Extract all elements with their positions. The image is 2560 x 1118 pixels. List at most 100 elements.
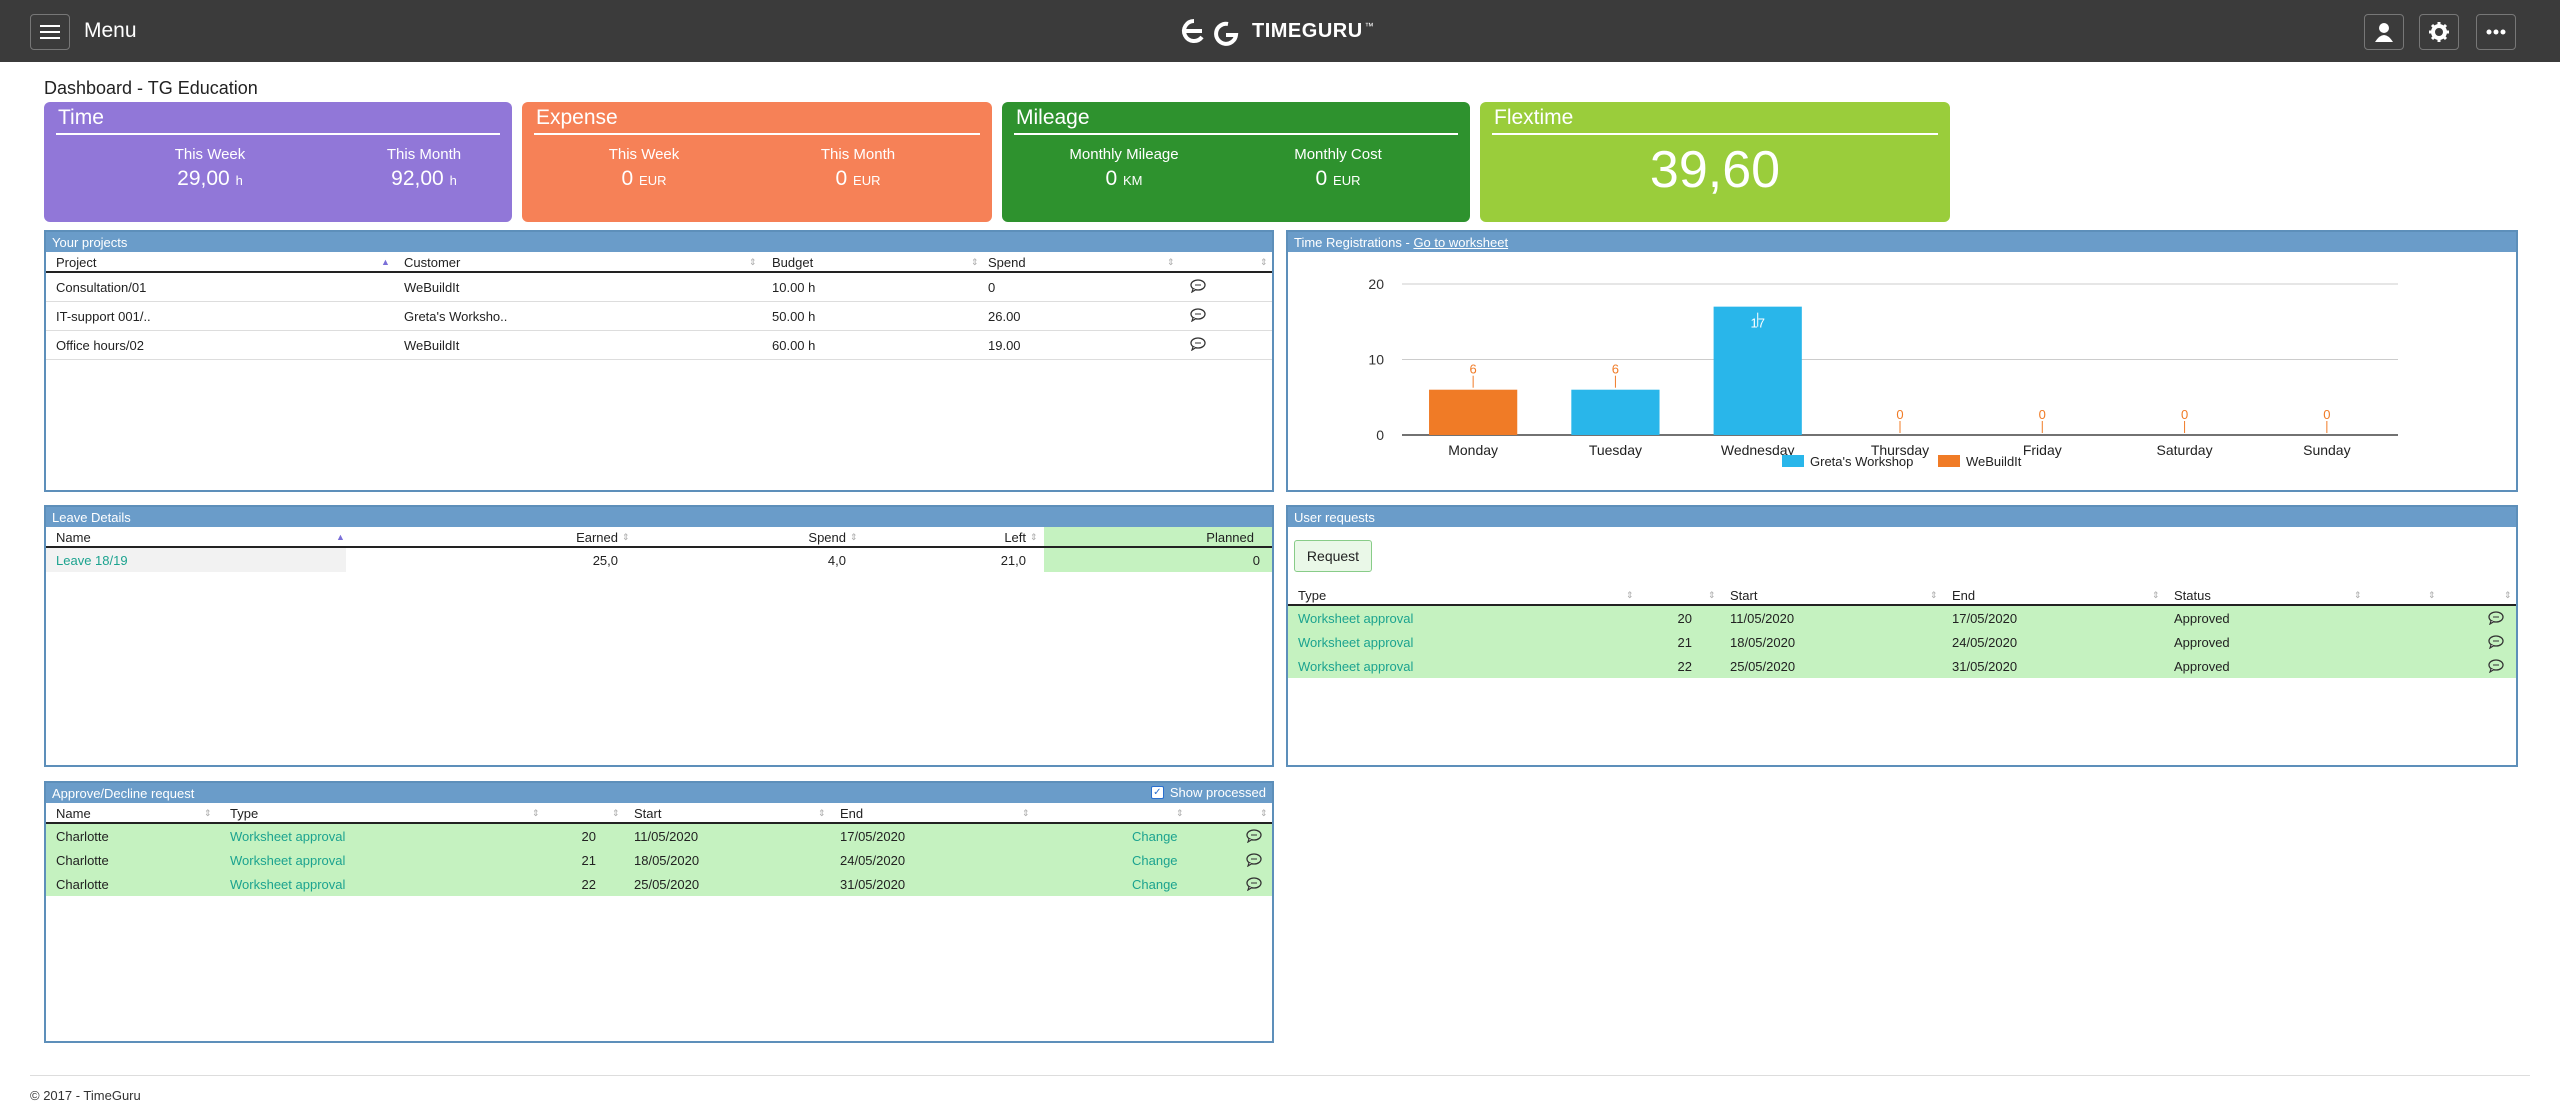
sort-icon[interactable]: ⇕ — [1930, 590, 1938, 600]
sort-icon[interactable]: ⇕ — [2428, 590, 2436, 600]
show-processed-toggle[interactable]: ✓ Show processed — [1150, 785, 1266, 800]
menu-button[interactable] — [30, 14, 70, 50]
sort-icon[interactable]: ⇕ — [532, 808, 540, 818]
column-header-start[interactable]: Start — [1730, 588, 1758, 603]
column-header-left[interactable]: Left — [1004, 530, 1026, 545]
mileage-card[interactable]: Mileage Monthly Mileage 0 KM Monthly Cos… — [1002, 102, 1470, 222]
comment-icon[interactable] — [1246, 877, 1262, 891]
column-header-end[interactable]: End — [1952, 588, 1976, 603]
request-type-link[interactable]: Worksheet approval — [230, 877, 346, 892]
sort-icon[interactable]: ⇕ — [850, 532, 858, 542]
leave-details-panel: Leave Details Name ▲ Earned ⇕ Spend ⇕ Le… — [44, 505, 1274, 767]
sort-icon[interactable]: ⇕ — [204, 808, 212, 818]
request-type-link[interactable]: Worksheet approval — [1298, 611, 1414, 626]
column-header-spend[interactable]: Spend — [808, 530, 846, 545]
customer-name: Greta's Worksho.. — [404, 309, 508, 324]
data-label: 6 — [1612, 362, 1619, 377]
column-header-spend[interactable]: Spend — [988, 255, 1026, 270]
projects-panel: Your projects Project ▲ Customer ⇕ Budge… — [44, 230, 1274, 492]
column-header-type[interactable]: Type — [1298, 588, 1327, 603]
data-label: 0 — [2323, 407, 2330, 422]
monthly-cost-stat: Monthly Cost 0 EUR — [1238, 146, 1438, 191]
column-header-name[interactable]: Name — [56, 806, 91, 821]
settings-button[interactable] — [2419, 14, 2459, 50]
sort-asc-icon[interactable]: ▲ — [381, 257, 390, 267]
sort-icon[interactable]: ⇕ — [749, 257, 757, 267]
table-row[interactable]: Consultation/01 WeBuildIt 10.00 h 0 — [46, 273, 1272, 302]
change-link[interactable]: Change — [1132, 829, 1178, 844]
table-row[interactable]: IT-support 001/.. Greta's Worksho.. 50.0… — [46, 302, 1272, 331]
show-processed-label[interactable]: Show processed — [1169, 785, 1266, 800]
sort-icon[interactable]: ⇕ — [2152, 590, 2160, 600]
comment-icon[interactable] — [1246, 829, 1262, 843]
sort-icon[interactable]: ⇕ — [2354, 590, 2362, 600]
table-row[interactable]: Charlotte Worksheet approval 21 18/05/20… — [46, 848, 1272, 872]
request-type-link[interactable]: Worksheet approval — [1298, 635, 1414, 650]
column-header-name[interactable]: Name — [56, 530, 91, 545]
table-row[interactable]: Office hours/02 WeBuildIt 60.00 h 19.00 — [46, 331, 1272, 360]
sort-asc-icon[interactable]: ▲ — [336, 532, 345, 542]
sort-icon[interactable]: ⇕ — [612, 808, 620, 818]
this-month-stat: This Month 92,00 h — [324, 146, 524, 191]
sort-icon[interactable]: ⇕ — [1708, 590, 1716, 600]
more-options-button[interactable] — [2476, 14, 2516, 50]
comment-icon[interactable] — [2488, 659, 2504, 673]
customer-name: WeBuildIt — [404, 280, 460, 295]
time-card[interactable]: Time This Week 29,00 h This Month 92,00 … — [44, 102, 512, 222]
sort-icon[interactable]: ⇕ — [1167, 257, 1175, 267]
comment-icon[interactable] — [1190, 308, 1206, 322]
change-link[interactable]: Change — [1132, 877, 1178, 892]
status-value: Approved — [2174, 635, 2230, 650]
start-date: 18/05/2020 — [1730, 635, 1796, 650]
checkbox-checked-icon[interactable]: ✓ — [1150, 786, 1164, 799]
sort-icon[interactable]: ⇕ — [1176, 808, 1184, 818]
column-header-type[interactable]: Type — [230, 806, 259, 821]
comment-icon[interactable] — [1190, 279, 1206, 293]
request-type-link[interactable]: Worksheet approval — [1298, 659, 1414, 674]
table-header: Project ▲ Customer ⇕ Budget ⇕ Spend ⇕ ⇕ — [46, 252, 1272, 273]
column-header-customer[interactable]: Customer — [404, 255, 461, 270]
table-row[interactable]: Worksheet approval 21 18/05/2020 24/05/2… — [1288, 630, 2516, 654]
end-date: 17/05/2020 — [1952, 611, 2018, 626]
table-row[interactable]: Charlotte Worksheet approval 22 25/05/20… — [46, 872, 1272, 896]
status-value: Approved — [2174, 659, 2230, 674]
comment-icon[interactable] — [1190, 337, 1206, 351]
request-type-link[interactable]: Worksheet approval — [230, 853, 346, 868]
sort-icon[interactable]: ⇕ — [622, 532, 630, 542]
table-row[interactable]: Leave 18/19 25,0 4,0 21,0 0 — [46, 548, 1272, 572]
leave-name-link[interactable]: Leave 18/19 — [56, 553, 128, 568]
table-row[interactable]: Charlotte Worksheet approval 20 11/05/20… — [46, 824, 1272, 848]
card-title: Flextime — [1494, 106, 1574, 129]
sort-icon[interactable]: ⇕ — [1626, 590, 1634, 600]
spend-value: 4,0 — [827, 553, 846, 568]
column-header-project[interactable]: Project — [56, 255, 97, 270]
sort-icon[interactable]: ⇕ — [2504, 590, 2512, 600]
column-header-end[interactable]: End — [840, 806, 864, 821]
request-type-link[interactable]: Worksheet approval — [230, 829, 346, 844]
sort-icon[interactable]: ⇕ — [971, 257, 979, 267]
sort-icon[interactable]: ⇕ — [1260, 257, 1268, 267]
sort-icon[interactable]: ⇕ — [1022, 808, 1030, 818]
column-header-planned[interactable]: Planned — [1044, 527, 1272, 546]
sort-icon[interactable]: ⇕ — [818, 808, 826, 818]
column-header-budget[interactable]: Budget — [772, 255, 814, 270]
column-header-start[interactable]: Start — [634, 806, 662, 821]
comment-icon[interactable] — [1246, 853, 1262, 867]
request-button[interactable]: Request — [1294, 540, 1372, 572]
table-row[interactable]: Worksheet approval 20 11/05/2020 17/05/2… — [1288, 606, 2516, 630]
sort-icon[interactable]: ⇕ — [1260, 808, 1268, 818]
expense-card[interactable]: Expense This Week 0 EUR This Month 0 EUR — [522, 102, 992, 222]
project-name: Office hours/02 — [56, 338, 144, 353]
comment-icon[interactable] — [2488, 635, 2504, 649]
change-link[interactable]: Change — [1132, 853, 1178, 868]
user-profile-button[interactable] — [2364, 14, 2404, 50]
column-header-status[interactable]: Status — [2174, 588, 2211, 603]
sort-icon[interactable]: ⇕ — [1030, 532, 1038, 542]
go-to-worksheet-link[interactable]: Go to worksheet — [1413, 235, 1509, 250]
flextime-card[interactable]: Flextime 39,60 — [1480, 102, 1950, 222]
column-header-earned[interactable]: Earned — [576, 530, 618, 545]
table-row[interactable]: Worksheet approval 22 25/05/2020 31/05/2… — [1288, 654, 2516, 678]
bar — [1713, 306, 1802, 435]
menu-label[interactable]: Menu — [84, 19, 137, 42]
comment-icon[interactable] — [2488, 611, 2504, 625]
